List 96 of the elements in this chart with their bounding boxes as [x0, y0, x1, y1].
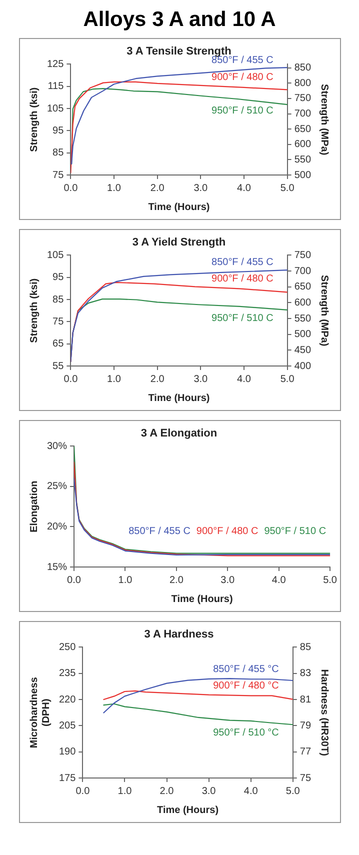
y2-tick-label: 83 — [299, 668, 311, 680]
y-axis-title: Strength (ksi) — [28, 278, 40, 343]
y-tick-label: 105 — [46, 250, 64, 261]
y2-tick-label: 850 — [294, 62, 311, 74]
y-tick-label: 20% — [46, 521, 67, 532]
series-label: 950°F / 510 C — [211, 313, 273, 324]
x-tick-label: 1.0 — [106, 374, 121, 385]
series-label: 950°F / 510 C — [211, 106, 273, 117]
x-tick-label: 4.0 — [236, 182, 251, 194]
y2-tick-label: 700 — [294, 266, 311, 277]
series-label: 900°F / 480 C — [211, 72, 273, 84]
x-tick-label: 2.0 — [159, 786, 174, 797]
series-label: 850°F / 455 °C — [212, 664, 278, 675]
x-tick-label: 4.0 — [243, 786, 258, 797]
chart-title: 3 A Hardness — [144, 628, 214, 641]
x-tick-label: 5.0 — [280, 374, 294, 385]
x-tick-label: 5.0 — [322, 574, 337, 586]
x-tick-label: 5.0 — [280, 182, 294, 194]
y2-tick-label: 79 — [299, 720, 311, 732]
y-tick-label: 25% — [46, 481, 67, 492]
y2-tick-label: 600 — [294, 297, 311, 308]
y2-tick-label: 81 — [299, 694, 311, 706]
y-tick-label: 190 — [58, 746, 76, 758]
y2-tick-label: 550 — [294, 154, 311, 166]
y2-tick-label: 77 — [299, 746, 311, 758]
y-tick-label: 30% — [46, 440, 67, 452]
chart-subtitle: 3 A Tensile Strength — [126, 46, 232, 58]
x-tick-label: 1.0 — [118, 574, 132, 586]
y-tick-label: 85 — [52, 294, 64, 306]
y2-tick-label: 75 — [299, 772, 311, 784]
y2-tick-label: 750 — [294, 93, 311, 104]
y2-tick-label: 700 — [294, 108, 311, 120]
x-tick-label: 1.0 — [117, 786, 132, 797]
x-tick-label: 0.0 — [63, 182, 78, 194]
x-tick-label: 2.0 — [150, 182, 164, 194]
series-label: 900°F / 480 C — [196, 526, 258, 538]
x-axis-title: Time (Hours) — [156, 804, 218, 816]
x-tick-label: 4.0 — [271, 574, 286, 586]
y2-tick-label: 500 — [294, 170, 311, 181]
y2-tick-label: 400 — [294, 360, 311, 372]
y-tick-label: 75 — [52, 170, 64, 181]
series-label: 950°F / 510 C — [264, 526, 326, 538]
y-tick-label: 205 — [58, 720, 76, 732]
series-label: 850°F / 455 C — [211, 55, 273, 66]
y2-tick-label: 800 — [294, 78, 311, 89]
y2-tick-label: 650 — [294, 282, 311, 293]
x-tick-label: 3.0 — [220, 574, 235, 586]
x-tick-label: 3.0 — [201, 786, 216, 797]
y2-axis-title: Strength (MPa) — [318, 84, 329, 156]
series-label: 900°F / 480 °C — [212, 680, 278, 692]
y-axis-title: Microhardness (DPH) — [28, 676, 52, 748]
x-axis-title: Time (Hours) — [148, 392, 210, 404]
y-tick-label: 105 — [46, 103, 64, 114]
x-tick-label: 3.0 — [193, 374, 208, 385]
x-axis-title: Time (Hours) — [148, 202, 210, 213]
y-tick-label: 175 — [58, 772, 76, 784]
y-axis-title: Elongation — [28, 480, 40, 532]
y2-tick-label: 450 — [294, 344, 311, 356]
series-label: 850°F / 455 C — [128, 526, 190, 538]
x-tick-label: 0.0 — [75, 786, 90, 797]
series-label: 950°F / 510 °C — [212, 728, 278, 739]
y-tick-label: 95 — [52, 125, 64, 136]
x-tick-label: 0.0 — [66, 574, 81, 586]
y-tick-label: 55 — [52, 360, 64, 372]
x-tick-label: 2.0 — [168, 574, 184, 586]
y2-tick-label: 600 — [294, 139, 311, 150]
y2-tick-label: 550 — [294, 313, 311, 324]
y-tick-label: 115 — [47, 81, 64, 92]
x-axis-title: Time (Hours) — [170, 594, 232, 605]
y-tick-label: 15% — [46, 562, 67, 573]
y-tick-label: 125 — [46, 58, 64, 70]
y-tick-label: 95 — [52, 272, 64, 284]
x-tick-label: 3.0 — [193, 182, 208, 194]
y2-tick-label: 750 — [294, 250, 311, 261]
x-tick-label: 4.0 — [236, 374, 251, 385]
y-tick-label: 85 — [52, 148, 64, 159]
x-tick-label: 5.0 — [285, 786, 300, 797]
y2-tick-label: 650 — [294, 124, 311, 135]
x-tick-label: 0.0 — [63, 374, 78, 385]
y-axis-title: Strength (ksi) — [28, 87, 40, 152]
y-tick-label: 250 — [58, 642, 76, 653]
x-tick-label: 1.0 — [106, 182, 121, 194]
y-tick-label: 65 — [52, 338, 64, 350]
y2-tick-label: 500 — [294, 329, 311, 340]
y2-axis-title: Hardness (HR30T) — [318, 669, 329, 756]
series-label: 900°F / 480 C — [211, 273, 273, 284]
y2-axis-title: Strength (MPa) — [318, 275, 329, 346]
chart-title: Alloys 3 A and 10 A — [82, 8, 277, 32]
y2-tick-label: 85 — [299, 642, 311, 653]
chart-title: 3 A Yield Strength — [132, 236, 226, 249]
y-tick-label: 235 — [58, 668, 76, 680]
series-label: 850°F / 455 C — [211, 257, 273, 268]
x-tick-label: 2.0 — [150, 374, 164, 385]
y-tick-label: 75 — [52, 316, 64, 328]
chart-title: 3 A Elongation — [140, 428, 217, 440]
y-tick-label: 220 — [58, 694, 76, 706]
